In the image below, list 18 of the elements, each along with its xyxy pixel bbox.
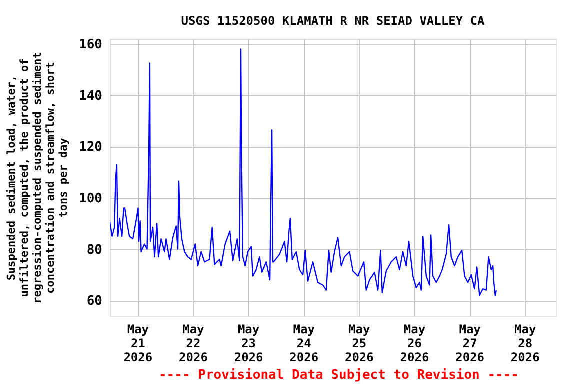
x-tick-label: May 24 2026	[290, 322, 319, 364]
text: ---- Provisional Data Subject to Revision ----	[158, 368, 520, 383]
chart-title: USGS 11520500 KLAMATH R NR SEIAD VALLEY CA	[181, 14, 486, 28]
x-tick-label: May 27 2026	[456, 322, 485, 364]
x-tick-label: May 23 2026	[234, 322, 264, 364]
y-tick-label: 80	[86, 242, 103, 258]
line-series	[110, 48, 498, 296]
y-tick-label: 120	[79, 140, 103, 156]
x-tick-label: May 25 2026	[344, 322, 374, 364]
x-tick-label: May 26 2026	[400, 322, 430, 364]
y-tick-label: 140	[79, 88, 103, 104]
y-axis-title: Suspended sediment load, water, unfiltered, computed, the product of regression-computed suspended sediment concentration and streamflow, short tons per day	[5, 52, 70, 304]
y-tick-label: 160	[79, 38, 103, 53]
y-tick-label: 60	[86, 294, 103, 310]
x-tick-label: May 28 2026	[510, 322, 540, 364]
x-tick-label: May 22 2026	[179, 322, 208, 364]
x-tick-label: May 21 2026	[124, 322, 153, 364]
y-tick-label: 100	[79, 192, 103, 207]
